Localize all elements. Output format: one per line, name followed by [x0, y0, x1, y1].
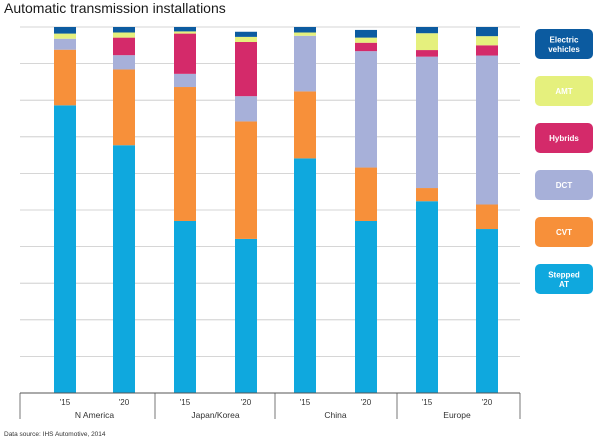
bar-segment-amt	[113, 32, 135, 38]
bar-segment-electric-vehicles	[355, 29, 377, 38]
bar-segment-stepped-at	[355, 220, 377, 393]
chart-title: Automatic transmission installations	[4, 0, 226, 16]
bar-segment-dct	[174, 73, 196, 88]
bar-segment-cvt	[174, 87, 196, 221]
bar-segment-dct	[113, 55, 135, 70]
x-tick-label: '15	[300, 398, 311, 407]
bar-segment-dct	[54, 38, 76, 50]
bar-segment-amt	[416, 33, 438, 51]
bar-segment-stepped-at	[174, 220, 196, 393]
bar-segment-stepped-at	[416, 201, 438, 393]
stacked-bar	[355, 29, 377, 393]
legend-label: AMT	[555, 87, 572, 96]
bar-segment-amt	[355, 37, 377, 43]
group-label: Japan/Korea	[191, 410, 239, 420]
bar-segment-stepped-at	[113, 145, 135, 393]
x-tick-label: '20	[241, 398, 252, 407]
stacked-bar	[235, 31, 257, 393]
bar-segment-dct	[416, 56, 438, 189]
x-tick-label: '20	[361, 398, 372, 407]
bar-segment-electric-vehicles	[294, 27, 316, 33]
x-axis: '15 '20 '15 '20 '15 '20 '15 '20 N America Japan/K…	[19, 392, 521, 420]
bar-segment-hybrids	[476, 45, 498, 56]
bar-segment-electric-vehicles	[416, 27, 438, 34]
group-label: China	[324, 410, 346, 420]
stacked-bar	[174, 27, 196, 393]
x-tick-label: '15	[60, 398, 71, 407]
legend-label: Stepped	[548, 270, 580, 279]
stacked-bar	[416, 27, 438, 393]
bar-segment-hybrids	[355, 42, 377, 52]
bar-segment-amt	[54, 33, 76, 39]
bar-segment-stepped-at	[476, 229, 498, 393]
x-tick-label: '15	[180, 398, 191, 407]
stacked-bar	[476, 27, 498, 393]
x-tick-label: '20	[119, 398, 130, 407]
group-label: N America	[75, 410, 114, 420]
gridlines	[20, 26, 520, 394]
x-tick-label: '15	[422, 398, 433, 407]
bar-segment-amt	[294, 32, 316, 36]
legend-label: AT	[559, 280, 569, 289]
stacked-bar	[294, 27, 316, 393]
legend-item: AMT	[535, 76, 593, 106]
stacked-bar	[54, 27, 76, 393]
group-label: Europe	[443, 410, 471, 420]
legend-label: CVT	[556, 228, 572, 237]
legend-swatch	[535, 264, 593, 294]
bar-segment-electric-vehicles	[476, 27, 498, 37]
bar-segment-dct	[355, 51, 377, 168]
legend-item: Hybrids	[535, 123, 593, 153]
bar-segment-electric-vehicles	[54, 27, 76, 34]
bar-segment-cvt	[54, 49, 76, 106]
bar-segment-electric-vehicles	[113, 27, 135, 33]
bar-segment-cvt	[294, 91, 316, 159]
bar-segment-electric-vehicles	[235, 31, 257, 37]
bars	[54, 27, 498, 393]
bar-segment-stepped-at	[294, 158, 316, 393]
legend-label: vehicles	[548, 45, 580, 54]
legend-swatch	[535, 29, 593, 59]
bar-segment-dct	[294, 35, 316, 92]
bar-segment-cvt	[416, 188, 438, 202]
bar-segment-hybrids	[416, 50, 438, 57]
bar-segment-hybrids	[113, 37, 135, 56]
bar-segment-hybrids	[235, 42, 257, 97]
legend-swatch	[535, 76, 593, 106]
bar-segment-stepped-at	[235, 238, 257, 393]
bar-segment-cvt	[235, 121, 257, 239]
bar-segment-cvt	[355, 167, 377, 221]
bar-segment-amt	[235, 36, 257, 43]
bar-segment-electric-vehicles	[174, 27, 196, 32]
bar-segment-cvt	[113, 69, 135, 146]
bar-segment-cvt	[476, 204, 498, 230]
bar-segment-amt	[174, 31, 196, 34]
source-note: Data source: IHS Automotive, 2014	[4, 431, 106, 438]
bar-segment-amt	[476, 36, 498, 46]
legend-swatch	[535, 217, 593, 247]
stacked-bar	[113, 27, 135, 393]
legend-label: DCT	[556, 181, 573, 190]
legend-swatch	[535, 123, 593, 153]
legend-label: Hybrids	[549, 134, 579, 143]
legend-item: CVT	[535, 217, 593, 247]
x-tick-label: '20	[482, 398, 493, 407]
bar-segment-dct	[476, 55, 498, 205]
bar-segment-stepped-at	[54, 105, 76, 393]
legend-swatch	[535, 170, 593, 200]
bar-segment-hybrids	[174, 33, 196, 74]
bar-segment-dct	[235, 96, 257, 122]
legend-item: DCT	[535, 170, 593, 200]
legend-label: Electric	[550, 35, 579, 44]
